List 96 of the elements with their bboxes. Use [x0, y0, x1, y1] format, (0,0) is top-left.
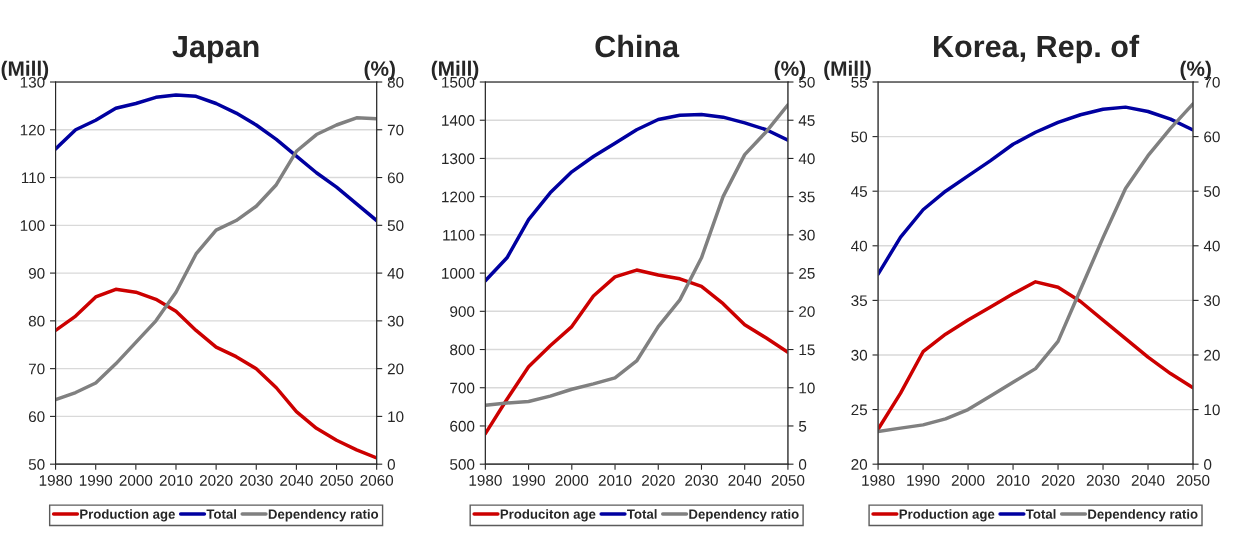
y2-tick-label: 10: [1204, 404, 1220, 416]
x-tick-label: 2010: [598, 475, 632, 486]
legend-label: Produciton age: [500, 509, 596, 522]
y-tick-label: 45: [851, 186, 868, 197]
y2-tick-label: 70: [387, 124, 404, 136]
x-tick-label: 1980: [469, 475, 502, 486]
y2-tick-label: 30: [387, 315, 404, 327]
y-tick-label: 800: [450, 344, 475, 356]
legend-label: Production age: [899, 509, 995, 522]
x-tick-label: 2050: [1176, 475, 1210, 486]
x-tick-label: 2010: [159, 475, 193, 486]
y-tick-label: 120: [20, 124, 45, 136]
y2-tick-label: 0: [1204, 459, 1212, 470]
y2-tick-label: 30: [798, 229, 815, 241]
chart-title: Japan: [172, 35, 259, 64]
y-tick-label: 90: [28, 267, 45, 279]
y2-tick-label: 50: [1204, 186, 1220, 197]
y2-tick-label: 15: [799, 344, 815, 356]
line-series: [55, 93, 377, 223]
y2-tick-label: 10: [388, 411, 404, 423]
x-tick-label: 2040: [280, 475, 313, 486]
line-series: [55, 116, 377, 402]
y2-tick-label: 40: [1203, 240, 1220, 252]
y2-tick-label: 20: [1204, 349, 1220, 361]
y-tick-label: 70: [28, 363, 45, 375]
y-tick-label: 35: [851, 295, 868, 307]
y2-tick-label: 20: [799, 306, 815, 317]
x-tick-label: 2030: [685, 475, 718, 486]
x-tick-label: 1990: [512, 475, 545, 486]
x-tick-label: 2010: [996, 475, 1030, 486]
y2-tick-label: 20: [387, 363, 404, 375]
y-tick-label: 1000: [442, 267, 475, 279]
x-tick-label: 2020: [1041, 475, 1075, 486]
y2-tick-label: 10: [799, 382, 815, 394]
y2-tick-label: 60: [1204, 131, 1220, 143]
y-tick-label: 500: [450, 459, 475, 470]
y2-tick-label: 0: [798, 459, 807, 470]
y-tick-label: 20: [851, 459, 868, 470]
y-tick-label: 40: [851, 240, 868, 252]
y2-tick-label: 40: [387, 267, 404, 279]
y-tick-label: 1400: [442, 115, 475, 126]
line-series: [485, 268, 788, 436]
legend-label: Dependency ratio: [268, 509, 379, 522]
legend-label: Production age: [80, 509, 175, 522]
line-series: [485, 112, 788, 283]
line-series: [878, 280, 1194, 431]
y-tick-label: 1100: [443, 229, 475, 241]
x-tick-label: 2000: [119, 475, 153, 486]
y-tick-label: 25: [851, 404, 868, 416]
line-series: [878, 102, 1194, 434]
x-tick-label: 2000: [951, 475, 985, 486]
legend-label: Total: [627, 509, 657, 519]
y2-tick-label: 30: [1204, 295, 1220, 307]
chart-title: China: [595, 34, 680, 58]
x-tick-label: 2020: [642, 475, 675, 486]
y-tick-label: 1200: [442, 191, 475, 203]
legend-label: Dependency ratio: [1088, 509, 1198, 522]
y-tick-label: 60: [28, 411, 45, 423]
x-tick-label: 1980: [862, 475, 895, 486]
x-tick-label: 2000: [555, 475, 589, 486]
x-tick-label: 2020: [199, 475, 233, 486]
y-tick-label: 700: [450, 382, 475, 394]
x-tick-label: 1990: [907, 475, 940, 486]
x-tick-label: 2050: [320, 475, 353, 486]
y-tick-label: 50: [28, 459, 45, 470]
y2-tick-label: 50: [387, 220, 404, 232]
legend-label: Total: [1025, 509, 1056, 519]
y-tick-label: 80: [28, 315, 45, 327]
y2-tick-label: 40: [798, 153, 815, 165]
y-tick-label: 30: [851, 349, 868, 361]
y2-tick-label: 35: [798, 191, 815, 203]
x-tick-label: 2030: [1086, 475, 1120, 486]
y-tick-label: 900: [450, 306, 475, 317]
y2-tick-label: 0: [387, 459, 395, 470]
y-tick-label: 600: [450, 420, 475, 432]
legend-label: Dependency ratio: [689, 509, 799, 522]
y2-tick-label: 25: [799, 267, 815, 279]
y-tick-label: 110: [21, 172, 45, 184]
y-tick-label: 100: [20, 220, 45, 232]
x-tick-label: 2030: [240, 475, 273, 486]
x-tick-label: 2040: [1131, 475, 1165, 486]
y-tick-label: 50: [851, 131, 868, 143]
y2-tick-label: 5: [798, 420, 807, 432]
x-tick-label: 2050: [771, 475, 805, 486]
x-tick-label: 1980: [39, 475, 72, 486]
chart-title: Korea, Rep. of: [934, 34, 1140, 64]
x-tick-label: 1990: [79, 475, 113, 486]
legend-label: Total: [206, 509, 236, 519]
x-tick-label: 2060: [360, 475, 394, 486]
line-series: [55, 287, 377, 460]
y2-tick-label: 60: [387, 172, 404, 184]
y-tick-label: 1300: [442, 153, 475, 165]
y2-tick-label: 45: [798, 115, 815, 126]
line-series: [878, 105, 1194, 276]
x-tick-label: 2040: [728, 475, 762, 486]
line-series: [485, 103, 788, 408]
